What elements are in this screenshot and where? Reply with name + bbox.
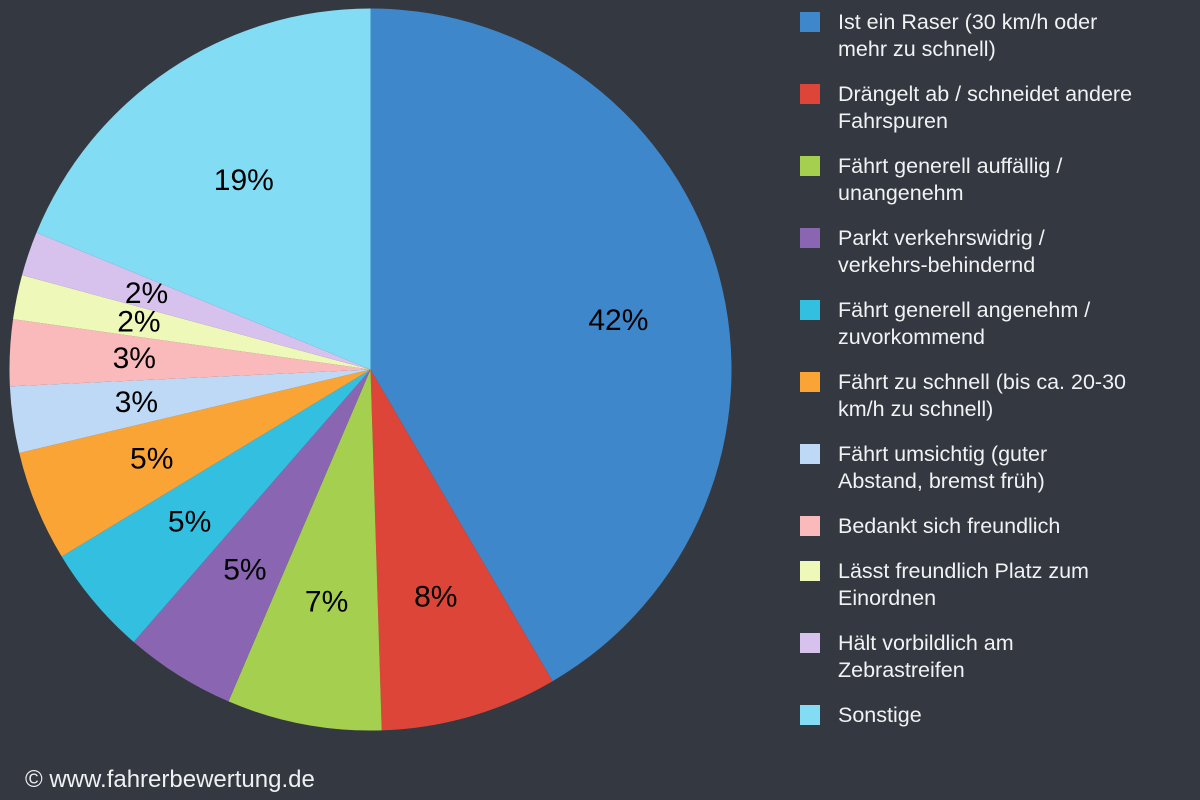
pie-slice <box>19 369 371 557</box>
pie-slice-label: 3% <box>115 386 158 419</box>
legend-item: Ist ein Raser (30 km/h oder mehr zu schn… <box>800 9 1190 63</box>
pie-slice-label: 19% <box>214 164 274 197</box>
legend-label: Drängelt ab / schneidet andere Fahrspure… <box>838 82 1133 133</box>
pie-slice-label: 7% <box>305 585 348 618</box>
pie-slice <box>61 369 371 642</box>
legend-item: Fährt zu schnell (bis ca. 20-30 km/h zu … <box>800 369 1190 423</box>
legend-swatch-icon <box>800 12 820 32</box>
legend-item: Fährt generell angenehm / zuvorkommend <box>800 297 1190 351</box>
footer-copyright: © www.fahrerbewertung.de <box>25 766 315 793</box>
legend-label: Bedankt sich freundlich <box>838 514 1061 538</box>
legend-swatch-icon <box>800 516 820 536</box>
pie-slice <box>370 8 732 682</box>
legend-label: Fährt generell auffällig / unangenehm <box>838 154 1063 205</box>
legend-swatch-icon <box>800 84 820 104</box>
pie-slice <box>22 232 371 370</box>
legend-swatch-icon <box>800 705 820 725</box>
legend-item: Lässt freundlich Platz zum Einordnen <box>800 558 1190 612</box>
legend-swatch-icon <box>800 561 820 581</box>
legend: Ist ein Raser (30 km/h oder mehr zu schn… <box>800 9 1190 729</box>
legend-swatch-icon <box>800 444 820 464</box>
pie-slice-label: 42% <box>588 304 648 337</box>
pie-slice <box>9 369 371 453</box>
pie-slice-label: 8% <box>414 580 457 613</box>
pie-slice-label: 5% <box>168 505 211 538</box>
pie-slice-label: 5% <box>223 553 266 586</box>
pie-slice <box>370 369 553 731</box>
pie-chart: 42%8%7%5%5%5%3%3%2%2%19% <box>9 8 732 731</box>
legend-label: Ist ein Raser (30 km/h oder mehr zu schn… <box>838 10 1098 61</box>
legend-item: Fährt generell auffällig / unangenehm <box>800 153 1190 207</box>
pie-slice-label: 3% <box>113 342 156 375</box>
pie-slice <box>228 369 382 731</box>
legend-label: Sonstige <box>838 703 922 727</box>
legend-item: Parkt verkehrswidrig / verkehrs-behinder… <box>800 225 1190 279</box>
legend-swatch-icon <box>800 300 820 320</box>
pie-slice <box>133 369 371 702</box>
legend-label: Fährt zu schnell (bis ca. 20-30 km/h zu … <box>838 370 1126 421</box>
legend-swatch-icon <box>800 156 820 176</box>
pie-slice-label: 5% <box>130 443 173 476</box>
legend-swatch-icon <box>800 228 820 248</box>
legend-label: Fährt generell angenehm / zuvorkommend <box>838 298 1091 349</box>
legend-swatch-icon <box>800 633 820 653</box>
legend-item: Hält vorbildlich am Zebrastreifen <box>800 630 1190 684</box>
legend-label: Parkt verkehrswidrig / verkehrs-behinder… <box>838 226 1045 277</box>
legend-swatch-icon <box>800 372 820 392</box>
legend-item: Sonstige <box>800 702 1190 729</box>
legend-item: Bedankt sich freundlich <box>800 513 1190 540</box>
pie-slice-label: 2% <box>117 306 160 339</box>
legend-label: Hält vorbildlich am Zebrastreifen <box>838 631 1014 682</box>
pie-slice <box>9 319 371 387</box>
pie-slice <box>13 275 371 370</box>
legend-item: Drängelt ab / schneidet andere Fahrspure… <box>800 81 1190 135</box>
pie-slice <box>36 8 371 370</box>
legend-item: Fährt umsichtig (guter Abstand, bremst f… <box>800 441 1190 495</box>
legend-label: Lässt freundlich Platz zum Einordnen <box>838 559 1089 610</box>
legend-label: Fährt umsichtig (guter Abstand, bremst f… <box>838 442 1048 493</box>
